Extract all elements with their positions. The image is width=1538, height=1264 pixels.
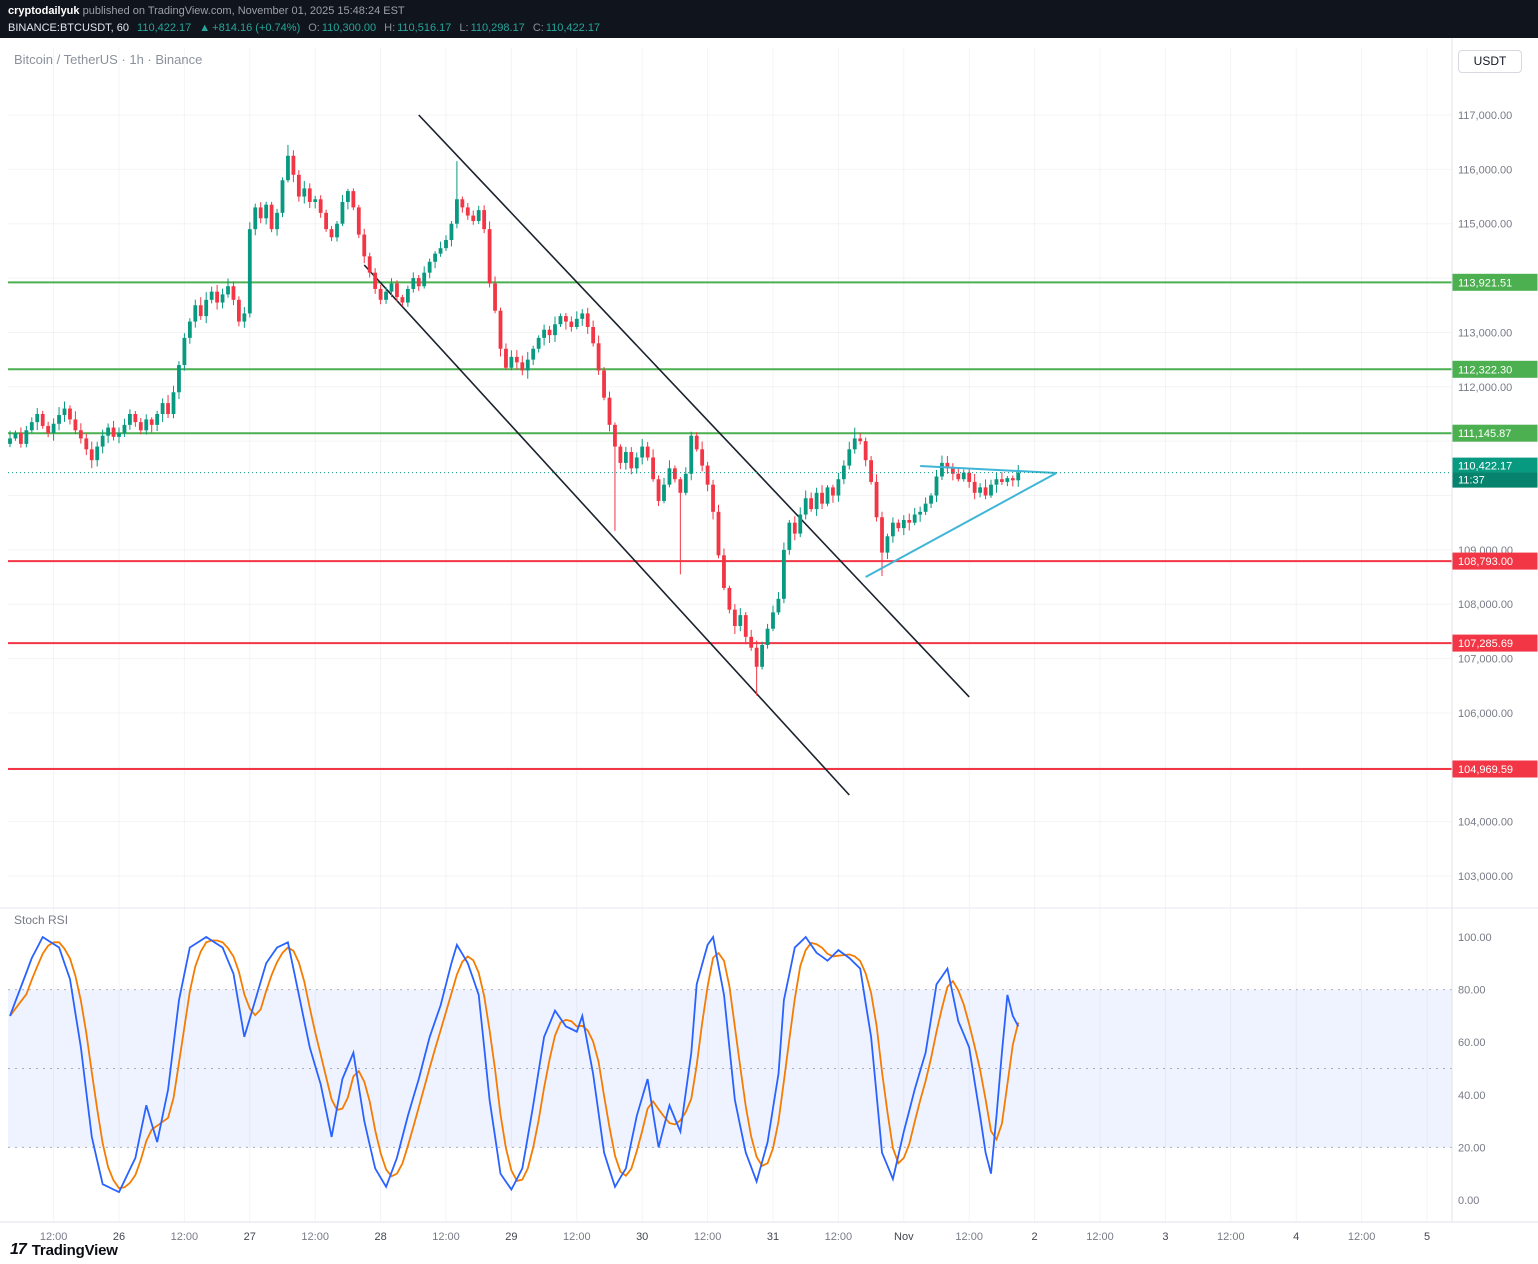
svg-text:29: 29 — [505, 1231, 517, 1243]
svg-text:111,145.87: 111,145.87 — [1458, 428, 1511, 440]
svg-text:11:37: 11:37 — [1458, 475, 1485, 487]
svg-text:108,000.00: 108,000.00 — [1458, 599, 1513, 611]
symbol-interval[interactable]: BINANCE:BTCUSDT, 60 — [8, 22, 130, 34]
svg-text:12:00: 12:00 — [694, 1231, 722, 1243]
svg-text:12:00: 12:00 — [1217, 1231, 1245, 1243]
svg-text:12:00: 12:00 — [40, 1231, 68, 1243]
open-label: O: — [308, 22, 320, 34]
price-change: +814.16 (+0.74%) — [212, 22, 301, 34]
change-arrow-icon: ▲ — [199, 22, 211, 34]
svg-text:104,000.00: 104,000.00 — [1458, 817, 1513, 829]
chart-legend[interactable]: Bitcoin / TetherUS · 1h · Binance — [14, 52, 203, 67]
close-label: C: — [532, 22, 544, 34]
svg-text:115,000.00: 115,000.00 — [1458, 219, 1512, 231]
svg-text:113,921.51: 113,921.51 — [1458, 277, 1512, 289]
svg-text:116,000.00: 116,000.00 — [1458, 164, 1512, 176]
svg-text:100.00: 100.00 — [1458, 932, 1492, 944]
high-label: H: — [384, 22, 396, 34]
svg-text:108,793.00: 108,793.00 — [1458, 556, 1513, 568]
publish-text: published on TradingView.com, November 0… — [82, 5, 405, 17]
svg-text:28: 28 — [374, 1231, 386, 1243]
svg-text:107,285.69: 107,285.69 — [1458, 638, 1513, 650]
svg-text:31: 31 — [767, 1231, 779, 1243]
high-value: 110,516.17 — [397, 22, 452, 34]
svg-text:110,422.17: 110,422.17 — [1458, 461, 1512, 473]
svg-text:2: 2 — [1032, 1231, 1038, 1243]
currency-toggle-button[interactable]: USDT — [1458, 50, 1522, 73]
tradingview-logo[interactable]: 17 TradingView — [10, 1241, 118, 1259]
svg-text:12:00: 12:00 — [563, 1231, 591, 1243]
svg-text:12:00: 12:00 — [825, 1231, 853, 1243]
svg-text:Nov: Nov — [894, 1231, 914, 1243]
last-price: 110,422.17 — [137, 22, 192, 34]
svg-text:26: 26 — [113, 1231, 125, 1243]
svg-text:107,000.00: 107,000.00 — [1458, 654, 1513, 666]
svg-text:12:00: 12:00 — [1086, 1231, 1114, 1243]
close-value: 110,422.17 — [545, 22, 601, 34]
quote-bar: BINANCE:BTCUSDT, 60 110,422.17 ▲ +814.16… — [8, 20, 1538, 37]
svg-text:112,000.00: 112,000.00 — [1458, 382, 1512, 394]
svg-text:40.00: 40.00 — [1458, 1090, 1486, 1102]
low-label: L: — [459, 22, 469, 34]
svg-text:80.00: 80.00 — [1458, 985, 1486, 997]
svg-text:113,000.00: 113,000.00 — [1458, 327, 1512, 339]
svg-text:27: 27 — [244, 1231, 256, 1243]
svg-text:12:00: 12:00 — [1348, 1231, 1376, 1243]
svg-text:12:00: 12:00 — [955, 1231, 983, 1243]
svg-text:30: 30 — [636, 1231, 648, 1243]
open-value: 110,300.00 — [321, 22, 377, 34]
svg-text:12:00: 12:00 — [171, 1231, 199, 1243]
svg-text:12:00: 12:00 — [432, 1231, 460, 1243]
svg-text:3: 3 — [1162, 1231, 1168, 1243]
publisher-name: cryptodailyuk — [8, 5, 80, 17]
svg-text:106,000.00: 106,000.00 — [1458, 708, 1513, 720]
svg-text:12:00: 12:00 — [301, 1231, 329, 1243]
svg-text:20.00: 20.00 — [1458, 1142, 1486, 1154]
svg-text:5: 5 — [1424, 1231, 1430, 1243]
svg-text:103,000.00: 103,000.00 — [1458, 871, 1513, 883]
svg-text:104,969.59: 104,969.59 — [1458, 764, 1513, 776]
publish-info: cryptodailyuk published on TradingView.c… — [8, 2, 1538, 20]
stoch-rsi-label[interactable]: Stoch RSI — [14, 913, 69, 927]
tradingview-wordmark: TradingView — [31, 1241, 118, 1259]
svg-text:4: 4 — [1293, 1231, 1299, 1243]
low-value: 110,298.17 — [470, 22, 525, 34]
svg-text:117,000.00: 117,000.00 — [1458, 110, 1512, 122]
published-header: cryptodailyuk published on TradingView.c… — [0, 0, 1538, 38]
svg-text:60.00: 60.00 — [1458, 1037, 1486, 1049]
tradingview-mark-icon: 17 — [10, 1241, 27, 1258]
svg-text:112,322.30: 112,322.30 — [1458, 364, 1512, 376]
svg-text:0.00: 0.00 — [1458, 1195, 1479, 1207]
